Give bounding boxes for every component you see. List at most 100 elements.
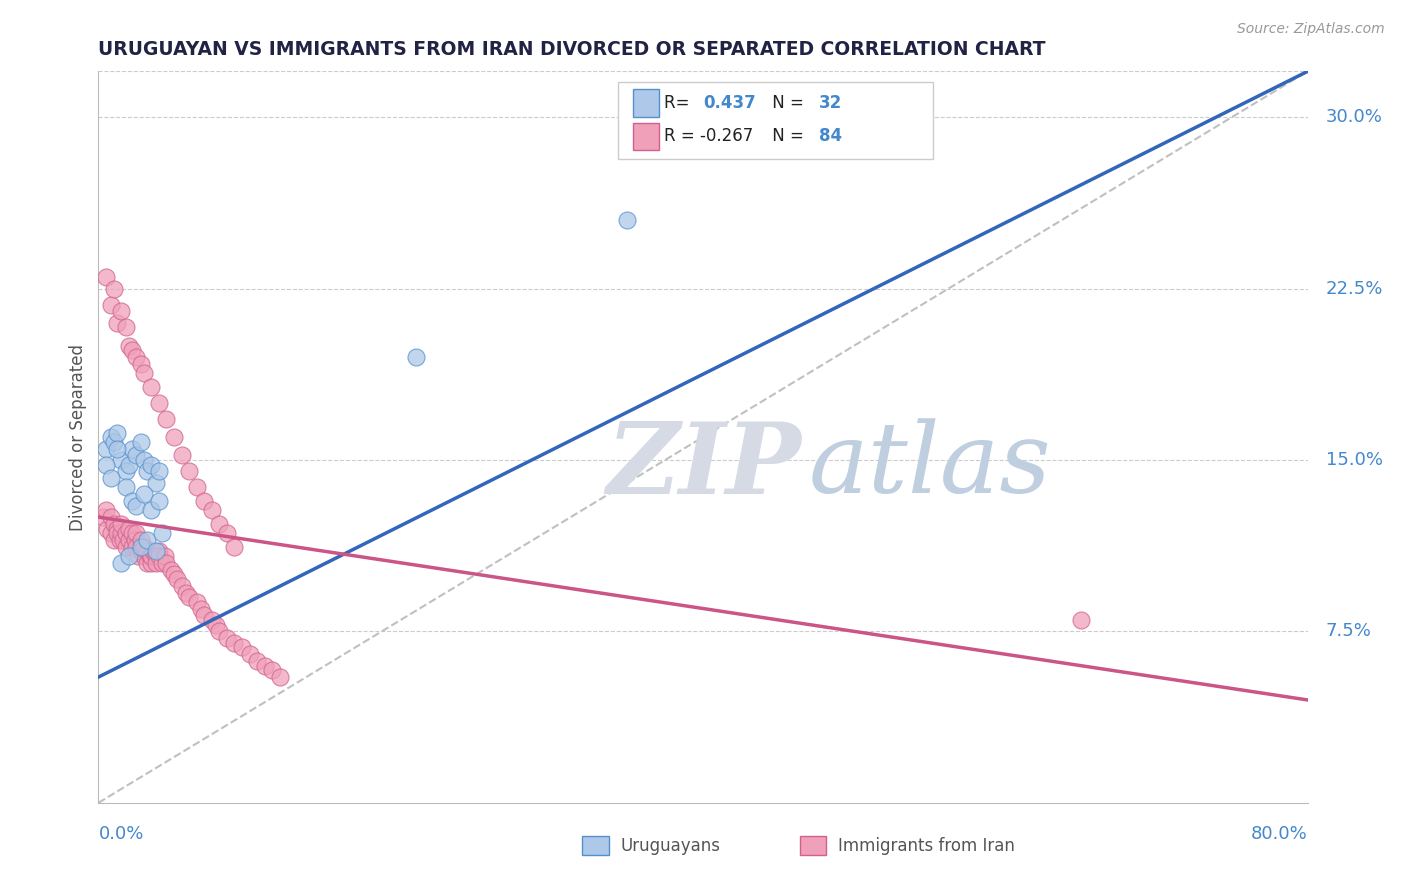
Point [105, 316, 128, 330]
Point [110, 526, 132, 541]
Point [124, 533, 146, 547]
Point [110, 516, 132, 531]
Point [141, 503, 163, 517]
Text: URUGUAYAN VS IMMIGRANTS FROM IRAN DIVORCED OR SEPARATED CORRELATION CHART: URUGUAYAN VS IMMIGRANTS FROM IRAN DIVORC… [98, 39, 1046, 59]
Point [148, 549, 170, 563]
Text: Uruguayans: Uruguayans [621, 837, 721, 855]
Point [148, 396, 170, 410]
Bar [582, 836, 609, 855]
Point [125, 449, 148, 463]
Point [100, 471, 122, 485]
Point [118, 533, 141, 547]
Point [105, 521, 128, 535]
Point [108, 533, 131, 547]
Point [269, 670, 291, 684]
Point [91, 510, 114, 524]
Point [125, 499, 148, 513]
Bar [633, 89, 659, 117]
Point [110, 556, 132, 570]
Point [155, 412, 177, 426]
Point [132, 549, 155, 563]
Text: atlas: atlas [808, 418, 1050, 514]
Point [246, 654, 269, 668]
Point [135, 533, 157, 547]
Point [205, 617, 228, 632]
Point [201, 503, 224, 517]
Point [253, 658, 276, 673]
Point [179, 590, 201, 604]
Text: 32: 32 [820, 94, 842, 112]
Point [142, 544, 165, 558]
Y-axis label: Divorced or Separated: Divorced or Separated [69, 343, 87, 531]
Point [135, 544, 157, 558]
Point [127, 549, 149, 563]
Point [132, 487, 155, 501]
Point [179, 464, 201, 478]
Point [114, 320, 136, 334]
Text: 80.0%: 80.0% [1251, 825, 1308, 843]
Text: 84: 84 [820, 128, 842, 145]
Text: 0.0%: 0.0% [98, 825, 143, 843]
Text: R = -0.267: R = -0.267 [664, 128, 754, 145]
Point [145, 549, 167, 563]
Point [135, 464, 157, 478]
FancyBboxPatch shape [619, 82, 932, 159]
Point [121, 526, 143, 541]
Point [135, 556, 157, 570]
Point [105, 425, 128, 440]
Point [110, 304, 132, 318]
Point [103, 516, 125, 531]
Point [174, 585, 197, 599]
Point [125, 540, 148, 554]
Point [132, 366, 155, 380]
Point [100, 430, 122, 444]
Point [118, 338, 141, 352]
Text: 22.5%: 22.5% [1326, 279, 1384, 298]
Bar [633, 122, 659, 151]
Point [105, 526, 128, 541]
Point [100, 526, 122, 541]
Text: N =: N = [768, 128, 810, 145]
Point [150, 526, 173, 541]
Point [118, 521, 141, 535]
Point [141, 556, 163, 570]
Point [110, 453, 132, 467]
Point [201, 613, 224, 627]
Point [100, 510, 122, 524]
Text: Immigrants from Iran: Immigrants from Iran [838, 837, 1015, 855]
Point [145, 475, 167, 490]
Point [160, 563, 183, 577]
Point [111, 533, 134, 547]
Point [114, 526, 136, 541]
Point [215, 632, 238, 646]
Point [163, 430, 186, 444]
Point [155, 556, 177, 570]
Point [114, 480, 136, 494]
Point [145, 544, 167, 558]
Point [153, 549, 176, 563]
Point [186, 480, 208, 494]
Point [145, 556, 167, 570]
Point [1070, 613, 1092, 627]
Point [103, 281, 125, 295]
Point [96, 521, 118, 535]
Point [94, 270, 117, 285]
Point [150, 556, 173, 570]
Point [231, 640, 253, 655]
Point [224, 636, 246, 650]
Point [121, 442, 143, 456]
Point [141, 549, 163, 563]
Point [103, 533, 125, 547]
Point [114, 540, 136, 554]
Point [141, 458, 163, 472]
Point [215, 526, 238, 541]
Point [186, 595, 208, 609]
Point [121, 343, 143, 358]
Point [103, 434, 125, 449]
Point [148, 464, 170, 478]
Point [405, 350, 427, 364]
Text: 0.437: 0.437 [703, 94, 756, 112]
Point [132, 540, 155, 554]
Point [114, 464, 136, 478]
Point [170, 579, 193, 593]
